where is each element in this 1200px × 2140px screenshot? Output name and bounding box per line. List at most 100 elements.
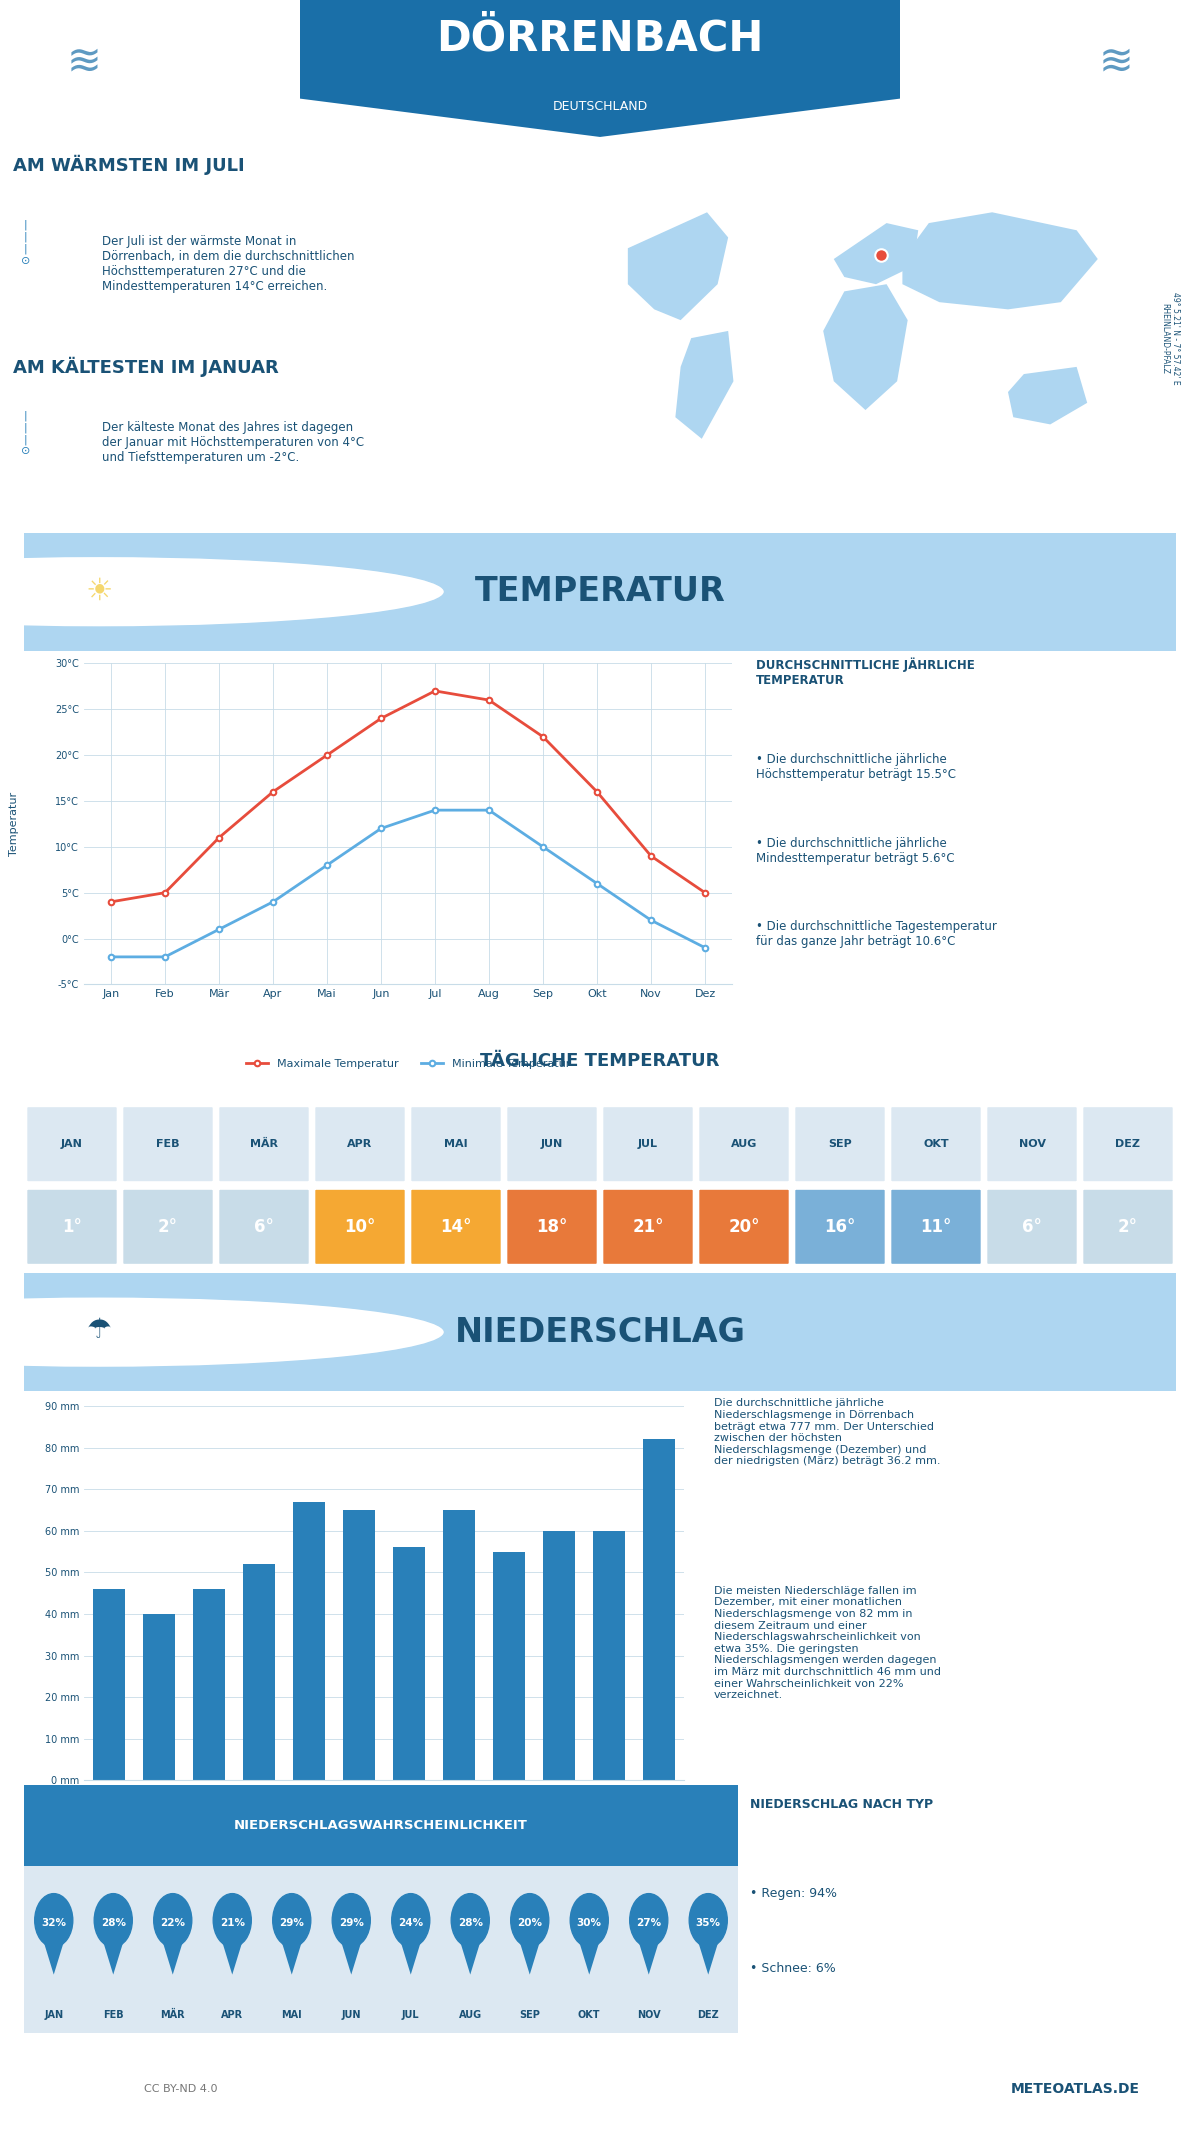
FancyBboxPatch shape bbox=[122, 1106, 214, 1183]
Minimale Temperatur bbox=[158, 944, 173, 969]
Line: Maximale Temperatur: Maximale Temperatur bbox=[108, 689, 708, 905]
FancyBboxPatch shape bbox=[24, 1866, 738, 2033]
Text: AM WÄRMSTEN IM JULI: AM WÄRMSTEN IM JULI bbox=[13, 154, 245, 175]
Text: FEB: FEB bbox=[156, 1138, 180, 1149]
Text: AUG: AUG bbox=[731, 1138, 757, 1149]
Minimale Temperatur bbox=[698, 935, 713, 961]
Text: 14°: 14° bbox=[440, 1218, 472, 1235]
Circle shape bbox=[630, 1894, 667, 1947]
Text: 24%: 24% bbox=[398, 1917, 424, 1928]
Text: DEZ: DEZ bbox=[697, 2009, 719, 2020]
Maximale Temperatur bbox=[590, 779, 605, 805]
Polygon shape bbox=[823, 285, 907, 411]
Circle shape bbox=[689, 1894, 727, 1947]
Text: 21°: 21° bbox=[632, 1218, 664, 1235]
Maximale Temperatur bbox=[428, 678, 443, 704]
FancyBboxPatch shape bbox=[698, 1188, 790, 1265]
Text: |
|
|
⊙: | | | ⊙ bbox=[20, 220, 30, 265]
Text: 6°: 6° bbox=[1022, 1218, 1042, 1235]
Polygon shape bbox=[335, 1920, 368, 1975]
Text: • Die durchschnittliche jährliche
Mindesttemperatur beträgt 5.6°C: • Die durchschnittliche jährliche Mindes… bbox=[756, 837, 955, 865]
FancyBboxPatch shape bbox=[602, 1188, 694, 1265]
Maximale Temperatur bbox=[266, 779, 281, 805]
Text: 20%: 20% bbox=[517, 1917, 542, 1928]
Text: JAN: JAN bbox=[61, 1138, 83, 1149]
Text: 32%: 32% bbox=[41, 1917, 66, 1928]
Text: Der kälteste Monat des Jahres ist dagegen
der Januar mit Höchsttemperaturen von : Der kälteste Monat des Jahres ist dagege… bbox=[102, 422, 364, 464]
Minimale Temperatur bbox=[320, 852, 335, 877]
Minimale Temperatur bbox=[590, 871, 605, 897]
Text: NOV: NOV bbox=[637, 2009, 660, 2020]
Text: 18°: 18° bbox=[536, 1218, 568, 1235]
Text: JUL: JUL bbox=[638, 1138, 658, 1149]
FancyBboxPatch shape bbox=[26, 1188, 118, 1265]
Text: 29%: 29% bbox=[280, 1917, 304, 1928]
Text: ☀: ☀ bbox=[85, 578, 113, 606]
Text: JUN: JUN bbox=[342, 2009, 361, 2020]
Text: METEOATLAS.DE: METEOATLAS.DE bbox=[1010, 2082, 1140, 2095]
Bar bbox=[293, 1502, 325, 1780]
Text: ≋: ≋ bbox=[66, 41, 102, 83]
Polygon shape bbox=[275, 1920, 308, 1975]
Polygon shape bbox=[632, 1920, 666, 1975]
Minimale Temperatur bbox=[644, 907, 659, 933]
FancyBboxPatch shape bbox=[410, 1106, 502, 1183]
Text: DEUTSCHLAND: DEUTSCHLAND bbox=[552, 101, 648, 113]
Text: ≋: ≋ bbox=[1098, 41, 1134, 83]
FancyBboxPatch shape bbox=[314, 1106, 406, 1183]
Circle shape bbox=[570, 1894, 608, 1947]
Text: ☂: ☂ bbox=[86, 1316, 112, 1344]
Polygon shape bbox=[394, 1920, 427, 1975]
FancyBboxPatch shape bbox=[890, 1106, 982, 1183]
Polygon shape bbox=[691, 1920, 725, 1975]
Text: 2°: 2° bbox=[158, 1218, 178, 1235]
Polygon shape bbox=[96, 1920, 130, 1975]
Minimale Temperatur bbox=[482, 798, 497, 824]
Minimale Temperatur bbox=[428, 798, 443, 824]
Text: MAI: MAI bbox=[282, 2009, 302, 2020]
Bar bbox=[542, 1530, 575, 1780]
Minimale Temperatur bbox=[266, 888, 281, 914]
Text: SEP: SEP bbox=[520, 2009, 540, 2020]
Polygon shape bbox=[1008, 366, 1087, 424]
FancyBboxPatch shape bbox=[602, 1106, 694, 1183]
Text: 30%: 30% bbox=[577, 1917, 601, 1928]
FancyBboxPatch shape bbox=[794, 1106, 886, 1183]
FancyBboxPatch shape bbox=[26, 1106, 118, 1183]
Text: APR: APR bbox=[347, 1138, 373, 1149]
Circle shape bbox=[95, 1894, 132, 1947]
Maximale Temperatur bbox=[212, 824, 227, 850]
Bar bbox=[242, 1564, 275, 1780]
Line: Minimale Temperatur: Minimale Temperatur bbox=[108, 807, 708, 959]
FancyBboxPatch shape bbox=[1082, 1106, 1174, 1183]
Text: Der Juli ist der wärmste Monat in
Dörrenbach, in dem die durchschnittlichen
Höch: Der Juli ist der wärmste Monat in Dörren… bbox=[102, 235, 354, 293]
Polygon shape bbox=[834, 223, 918, 285]
Text: JAN: JAN bbox=[44, 2009, 64, 2020]
Text: OKT: OKT bbox=[578, 2009, 600, 2020]
FancyBboxPatch shape bbox=[122, 1188, 214, 1265]
Maximale Temperatur bbox=[536, 723, 551, 749]
Y-axis label: Temperatur: Temperatur bbox=[10, 792, 19, 856]
Minimale Temperatur bbox=[536, 835, 551, 860]
Minimale Temperatur bbox=[374, 815, 389, 841]
Text: NOV: NOV bbox=[1019, 1138, 1045, 1149]
FancyBboxPatch shape bbox=[0, 1269, 1200, 1395]
Text: NIEDERSCHLAGSWAHRSCHEINLICHKEIT: NIEDERSCHLAGSWAHRSCHEINLICHKEIT bbox=[234, 1819, 528, 1832]
FancyBboxPatch shape bbox=[218, 1188, 310, 1265]
Text: 49° 5.21' N - 7° 57.42' E
RHEINLAND-PFALZ: 49° 5.21' N - 7° 57.42' E RHEINLAND-PFAL… bbox=[1160, 291, 1180, 385]
Text: 28%: 28% bbox=[101, 1917, 126, 1928]
Text: 10°: 10° bbox=[344, 1218, 376, 1235]
Text: AM KÄLTESTEN IM JANUAR: AM KÄLTESTEN IM JANUAR bbox=[13, 357, 278, 377]
Text: Die meisten Niederschläge fallen im
Dezember, mit einer monatlichen
Niederschlag: Die meisten Niederschläge fallen im Deze… bbox=[714, 1586, 941, 1699]
Text: 28%: 28% bbox=[457, 1917, 482, 1928]
Text: 29%: 29% bbox=[338, 1917, 364, 1928]
FancyBboxPatch shape bbox=[1082, 1188, 1174, 1265]
Text: AUG: AUG bbox=[458, 2009, 482, 2020]
Maximale Temperatur bbox=[698, 880, 713, 905]
FancyBboxPatch shape bbox=[506, 1106, 598, 1183]
Text: |
|
|
⊙: | | | ⊙ bbox=[20, 411, 30, 456]
Polygon shape bbox=[300, 0, 900, 137]
Circle shape bbox=[35, 1894, 73, 1947]
FancyBboxPatch shape bbox=[506, 1188, 598, 1265]
Polygon shape bbox=[37, 1920, 71, 1975]
